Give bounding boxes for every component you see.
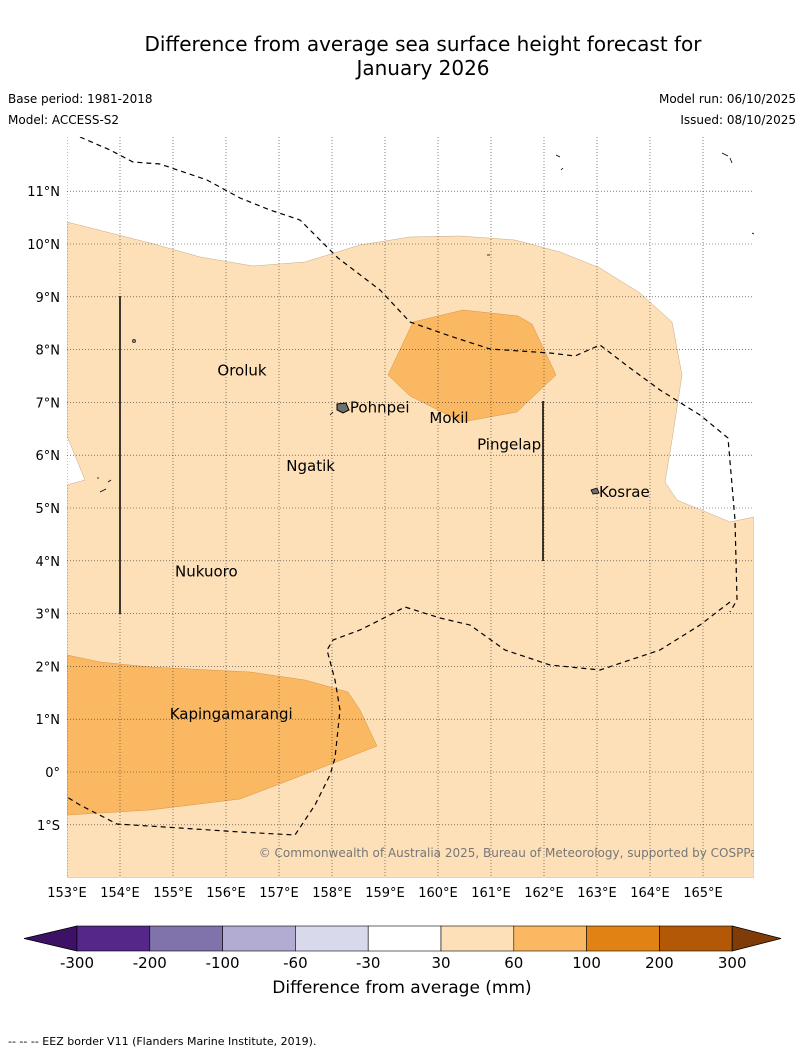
place-label-pingelap: Pingelap bbox=[477, 436, 541, 454]
base-period: Base period: 1981-2018 bbox=[8, 92, 153, 106]
lat-tick-label: 9°N bbox=[36, 291, 61, 306]
islands bbox=[97, 152, 754, 495]
graticule bbox=[67, 137, 754, 878]
chart-title: Difference from average sea surface heig… bbox=[0, 32, 804, 80]
colorbar-swatch bbox=[76, 925, 151, 952]
map-area: Oroluk Pohnpei Mokil Pingelap Ngatik Kosrae Nu… bbox=[67, 137, 764, 878]
lon-tick-label: 155°E bbox=[153, 886, 193, 901]
eez-footnote: -- -- -- EEZ border V11 (Flanders Marine… bbox=[8, 1035, 317, 1048]
lon-tick-label: 165°E bbox=[683, 886, 723, 901]
lon-tick-label: 164°E bbox=[630, 886, 670, 901]
anomaly-region-60-100-north bbox=[387, 309, 557, 423]
lon-tick-label: 160°E bbox=[418, 886, 458, 901]
colorbar-extend-high bbox=[731, 925, 782, 952]
islet bbox=[555, 154, 561, 158]
place-labels: Oroluk Pohnpei Mokil Pingelap Ngatik Kosrae Nu… bbox=[170, 362, 650, 723]
place-label-ngatik: Ngatik bbox=[286, 457, 335, 475]
axis-tick-labels: 153°E 154°E 155°E 156°E 157°E 158°E 159°E 160°E… bbox=[27, 185, 723, 901]
colorbar-swatch bbox=[367, 925, 442, 952]
kosrae-island bbox=[590, 487, 600, 495]
colorbar-swatch bbox=[513, 925, 587, 952]
place-label-mokil: Mokil bbox=[429, 409, 468, 427]
islet bbox=[99, 488, 107, 493]
lat-tick-label: 7°N bbox=[36, 396, 61, 411]
lon-tick-label: 158°E bbox=[312, 886, 352, 901]
place-label-nukuoro: Nukuoro bbox=[175, 562, 238, 580]
lat-tick-label: 1°S bbox=[37, 819, 60, 834]
islet bbox=[132, 339, 136, 343]
lon-tick-label: 162°E bbox=[524, 886, 564, 901]
eez-border-north bbox=[79, 137, 738, 613]
colorbar: -300 -200 -100 -60 -30 30 60 100 200 300 bbox=[23, 925, 782, 972]
lat-tick-label: 5°N bbox=[36, 502, 61, 517]
lat-tick-label: 2°N bbox=[36, 660, 61, 675]
colorbar-swatch bbox=[149, 925, 223, 952]
lon-tick-label: 159°E bbox=[365, 886, 405, 901]
colorbar-extend-low bbox=[23, 925, 78, 952]
lon-tick-label: 156°E bbox=[206, 886, 246, 901]
eez-borders bbox=[67, 137, 738, 836]
islet bbox=[751, 232, 754, 235]
colorbar-swatch bbox=[295, 925, 369, 952]
islet bbox=[721, 152, 729, 157]
islet bbox=[329, 411, 334, 416]
lat-tick-label: 1°N bbox=[36, 713, 61, 728]
lat-tick-label: 8°N bbox=[36, 344, 61, 359]
colorbar-label: Difference from average (mm) bbox=[272, 978, 532, 998]
issued-date: Issued: 08/10/2025 bbox=[680, 113, 796, 127]
islet bbox=[729, 157, 733, 164]
colorbar-tick-label: -300 bbox=[60, 954, 94, 972]
lat-tick-label: 10°N bbox=[27, 238, 60, 253]
lon-tick-label: 153°E bbox=[47, 886, 87, 901]
title-line-1: Difference from average sea surface heig… bbox=[144, 32, 702, 56]
colorbar-tick-label: -30 bbox=[356, 954, 381, 972]
eez-border-south bbox=[67, 601, 731, 836]
colorbar-tick-label: -100 bbox=[206, 954, 240, 972]
colorbar-tick-label: 30 bbox=[431, 954, 450, 972]
colorbar-tick-label: 100 bbox=[572, 954, 601, 972]
colorbar-swatch bbox=[440, 925, 515, 952]
colorbar-tick-label: -60 bbox=[283, 954, 308, 972]
lat-tick-label: 3°N bbox=[36, 608, 61, 623]
colorbar-swatch bbox=[222, 925, 296, 952]
lon-tick-label: 161°E bbox=[471, 886, 511, 901]
lat-tick-label: 4°N bbox=[36, 555, 61, 570]
place-label-kapingamarangi: Kapingamarangi bbox=[170, 705, 293, 723]
lon-tick-label: 163°E bbox=[577, 886, 617, 901]
lon-tick-label: 157°E bbox=[259, 886, 299, 901]
copyright-notice: © Commonwealth of Australia 2025, Bureau… bbox=[259, 846, 764, 860]
place-label-pohnpei: Pohnpei bbox=[350, 399, 410, 417]
title-line-2: January 2026 bbox=[356, 56, 490, 80]
colorbar-swatch bbox=[659, 925, 733, 952]
place-label-oroluk: Oroluk bbox=[217, 362, 266, 380]
lat-tick-label: 6°N bbox=[36, 449, 61, 464]
pohnpei-island bbox=[336, 402, 350, 414]
lat-tick-label: 11°N bbox=[27, 185, 60, 200]
colorbar-tick-label: 60 bbox=[504, 954, 523, 972]
lat-tick-label: 0° bbox=[45, 766, 60, 781]
lon-tick-label: 154°E bbox=[100, 886, 140, 901]
colorbar-tick-label: 300 bbox=[718, 954, 747, 972]
colorbar-tick-label: 200 bbox=[645, 954, 674, 972]
islet bbox=[107, 479, 112, 483]
colorbar-tick-label: -200 bbox=[133, 954, 167, 972]
model-name: Model: ACCESS-S2 bbox=[8, 113, 120, 127]
place-label-kosrae: Kosrae bbox=[599, 483, 650, 501]
model-run: Model run: 06/10/2025 bbox=[658, 92, 796, 106]
anomaly-region-60-100-south bbox=[67, 654, 378, 816]
colorbar-swatch bbox=[586, 925, 660, 952]
islet bbox=[560, 167, 564, 171]
